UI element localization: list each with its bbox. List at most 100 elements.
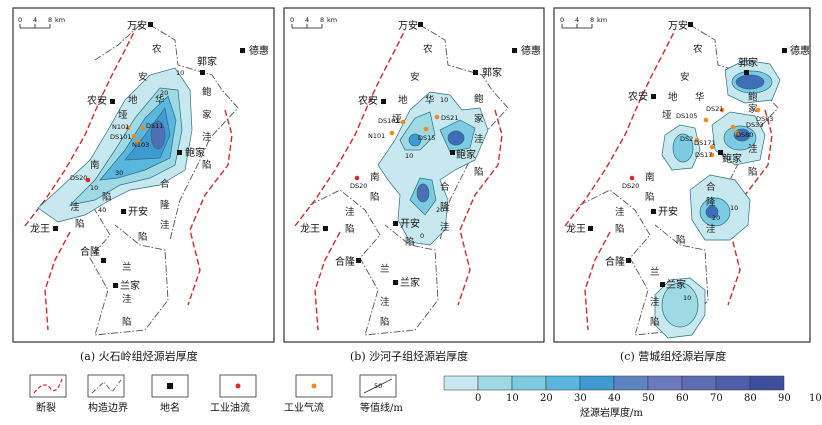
fault-line bbox=[314, 231, 341, 331]
gas-well-marker bbox=[734, 130, 740, 136]
basin-word: 华 bbox=[155, 94, 165, 106]
basin-word: 合 bbox=[160, 178, 170, 190]
basin-word: 农 bbox=[152, 43, 162, 55]
basin-labels: 农 安 地 华 垭 鲍 家 洼 陷 合 隆 洼 南 陷 洼 陷 陷 兰 洼 陷 bbox=[345, 43, 484, 328]
fault-line bbox=[294, 29, 406, 227]
well-label: N101 bbox=[112, 123, 129, 131]
scale-bar: 0 4 8 km bbox=[18, 16, 65, 29]
place-markers: 万安 郭家 德惠 农安 鲍家 开安 合隆 兰家 龙王 bbox=[300, 19, 541, 289]
place-label: 万安 bbox=[127, 19, 147, 32]
place-label: 开安 bbox=[658, 205, 678, 218]
place-name-icon bbox=[167, 383, 173, 389]
place-label: 兰家 bbox=[120, 279, 140, 292]
place-label: 农安 bbox=[628, 90, 648, 103]
well-label: DS80 bbox=[736, 131, 753, 139]
basin-word: 陷 bbox=[370, 191, 380, 203]
scale-bar: 0 4 8 km bbox=[290, 16, 337, 29]
contour-label: 10 bbox=[742, 59, 750, 67]
well-label: DS101 bbox=[378, 117, 400, 125]
well-label: DS20 bbox=[622, 182, 639, 190]
well-label: N103 bbox=[132, 141, 149, 149]
scale-tick: 8 bbox=[48, 16, 52, 24]
basin-word: 垭 bbox=[392, 113, 402, 125]
place-label: 龙王 bbox=[30, 222, 50, 235]
gas-well-marker bbox=[703, 117, 709, 123]
basin-word: 鲍 bbox=[474, 93, 484, 105]
basin-word: 南 bbox=[90, 159, 100, 171]
panel-a-caption: (a) 火石岭组烃源岩厚度 bbox=[80, 349, 198, 363]
basin-word: 陷 bbox=[676, 234, 686, 246]
colorbar-swatch bbox=[579, 375, 615, 391]
place-label: 农安 bbox=[358, 94, 378, 107]
scale-tick: 8 bbox=[590, 16, 594, 24]
legend-label: 构造边界 bbox=[88, 401, 128, 414]
basin-word: 家 bbox=[748, 103, 758, 115]
basin-word: 垭 bbox=[662, 109, 672, 121]
place-label: 开安 bbox=[128, 205, 148, 218]
colorbar-tick: 60 bbox=[676, 393, 689, 404]
place-label: 农安 bbox=[87, 94, 107, 107]
gas-well-marker bbox=[709, 144, 715, 150]
contour-label: 30 bbox=[115, 169, 123, 177]
place-label: 合隆 bbox=[80, 245, 100, 258]
scale-tick: 0 bbox=[560, 16, 564, 24]
colorbar-tick: 50 bbox=[642, 393, 655, 404]
contour-label: 20 bbox=[712, 214, 720, 222]
thickness-zone-40 bbox=[447, 130, 465, 146]
fault-line bbox=[564, 29, 676, 227]
structural-boundary bbox=[309, 189, 439, 336]
thickness-zone-40 bbox=[705, 205, 719, 219]
well-label: DS2 bbox=[680, 135, 693, 143]
contour-sample: 50 bbox=[374, 382, 382, 390]
place-label: 兰家 bbox=[666, 278, 686, 291]
wells: N101 DS11 DS101 N103 DS20 bbox=[70, 122, 163, 183]
colorbar-swatch bbox=[647, 375, 683, 391]
wells: DS101 DS21 N101 DS15 DS20 bbox=[350, 114, 458, 190]
well-label: N101 bbox=[368, 132, 385, 140]
basin-word: 安 bbox=[138, 71, 148, 83]
scale-bar: 0 4 8 km bbox=[560, 16, 607, 29]
place-label: 鲍家 bbox=[722, 152, 742, 165]
colorbar-tick: 30 bbox=[574, 393, 587, 404]
basin-word: 洼 bbox=[440, 221, 450, 233]
contour-label: 40 bbox=[98, 206, 106, 214]
place-label: 兰家 bbox=[400, 276, 420, 289]
basin-labels: 农 安 地 华 垭 鲍 家 洼 陷 合 隆 洼 南 陷 洼 陷 陷 兰 洼 陷 bbox=[70, 43, 212, 328]
well-label: DS11 bbox=[146, 122, 163, 130]
colorbar-tick: 10 bbox=[506, 393, 519, 404]
legend-label: 断裂 bbox=[36, 401, 56, 414]
colorbar-tick: 80 bbox=[744, 393, 757, 404]
basin-word: 华 bbox=[695, 91, 705, 103]
basin-word: 洼 bbox=[122, 293, 132, 305]
structural-boundary-icon bbox=[91, 379, 122, 394]
well-label: DS171 bbox=[694, 139, 716, 147]
structural-boundary bbox=[419, 24, 509, 241]
basin-word: 陷 bbox=[202, 159, 212, 171]
place-label: 鲍家 bbox=[456, 148, 476, 161]
basin-word: 陷 bbox=[345, 223, 355, 235]
contour-icon bbox=[363, 378, 393, 394]
contour-label: 10 bbox=[683, 294, 691, 302]
structural-boundary bbox=[94, 24, 141, 61]
basin-word: 陷 bbox=[650, 316, 660, 328]
oil-well-marker bbox=[354, 175, 360, 181]
well-label: DS83 bbox=[756, 115, 773, 123]
scale-unit: km bbox=[327, 16, 337, 24]
place-markers: 万安 郭家 德惠 农安 鲍家 开安 合隆 兰家 龙王 bbox=[30, 19, 269, 292]
colorbar-tick: 70 bbox=[710, 393, 723, 404]
basin-word: 华 bbox=[425, 94, 435, 106]
panel-c-caption: (c) 营城组烃源岩厚度 bbox=[620, 349, 726, 363]
place-label: 郭家 bbox=[738, 56, 758, 69]
scale-tick: 0 bbox=[18, 16, 22, 24]
contour-label: 10 bbox=[440, 96, 448, 104]
colorbar-tick: 20 bbox=[540, 393, 553, 404]
basin-word: 南 bbox=[370, 171, 380, 183]
basin-word: 洼 bbox=[615, 206, 625, 218]
colorbar-title: 烃源岩厚度/m bbox=[580, 406, 643, 419]
place-label: 合隆 bbox=[605, 255, 625, 268]
gas-well-marker bbox=[423, 126, 429, 132]
scale-tick: 4 bbox=[575, 16, 579, 24]
thickness-zone-30 bbox=[99, 95, 177, 181]
wells: DS21 DS105 DS83 DS2 DS33 DS80 DS171 DS17… bbox=[622, 105, 773, 190]
gas-well-marker bbox=[135, 139, 141, 145]
